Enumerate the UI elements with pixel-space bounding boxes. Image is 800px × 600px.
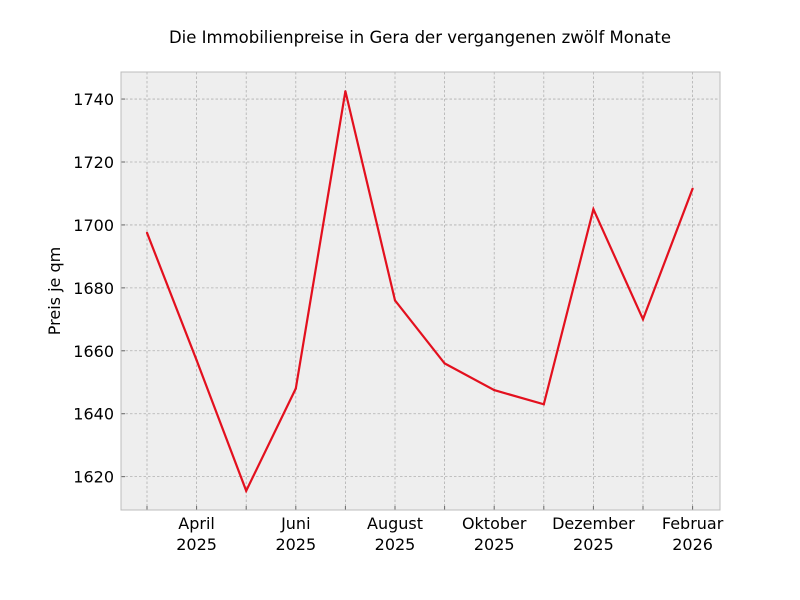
y-axis-ticks: 1620 1640 1660 1680 1700 1720 1740 [73, 90, 125, 487]
series-line [145, 90, 694, 494]
y-tick-label: 1660 [73, 342, 114, 361]
y-tick-label: 1720 [73, 153, 114, 172]
y-tick-label: 1700 [73, 216, 114, 235]
data-point [493, 389, 496, 392]
y-tick-label: 1620 [73, 468, 114, 487]
x-tick-label: Dezember 2025 [552, 514, 635, 554]
data-point [393, 299, 397, 302]
y-tick-label: 1740 [73, 90, 114, 109]
data-point [542, 403, 545, 406]
data-point [691, 187, 694, 190]
y-tick-label: 1680 [73, 279, 114, 298]
plot-area [121, 72, 720, 510]
data-point [641, 318, 645, 321]
y-tick-label: 1640 [73, 405, 114, 424]
data-point [195, 359, 198, 362]
data-point [592, 208, 595, 211]
x-tick-label: April 2025 [176, 514, 217, 554]
plot-frame [120, 71, 721, 511]
data-point [443, 362, 446, 365]
y-axis-label: Preis je qm [45, 247, 64, 335]
x-tick-label: August 2025 [367, 514, 423, 554]
chart-title: Die Immobilienpreise in Gera der vergang… [169, 28, 671, 47]
x-axis-ticks: April 2025 Juni 2025 August 2025 Oktober 2025 De… [146, 506, 724, 554]
data-point [145, 231, 149, 234]
x-tick-label: Juni 2025 [275, 514, 316, 554]
x-tick-label: Februar 2026 [662, 514, 724, 554]
series-group [145, 90, 694, 494]
data-point [344, 90, 347, 93]
x-tick-label: Oktober 2025 [462, 514, 527, 554]
data-point [294, 387, 297, 390]
grid [121, 72, 720, 510]
data-point [245, 489, 248, 492]
